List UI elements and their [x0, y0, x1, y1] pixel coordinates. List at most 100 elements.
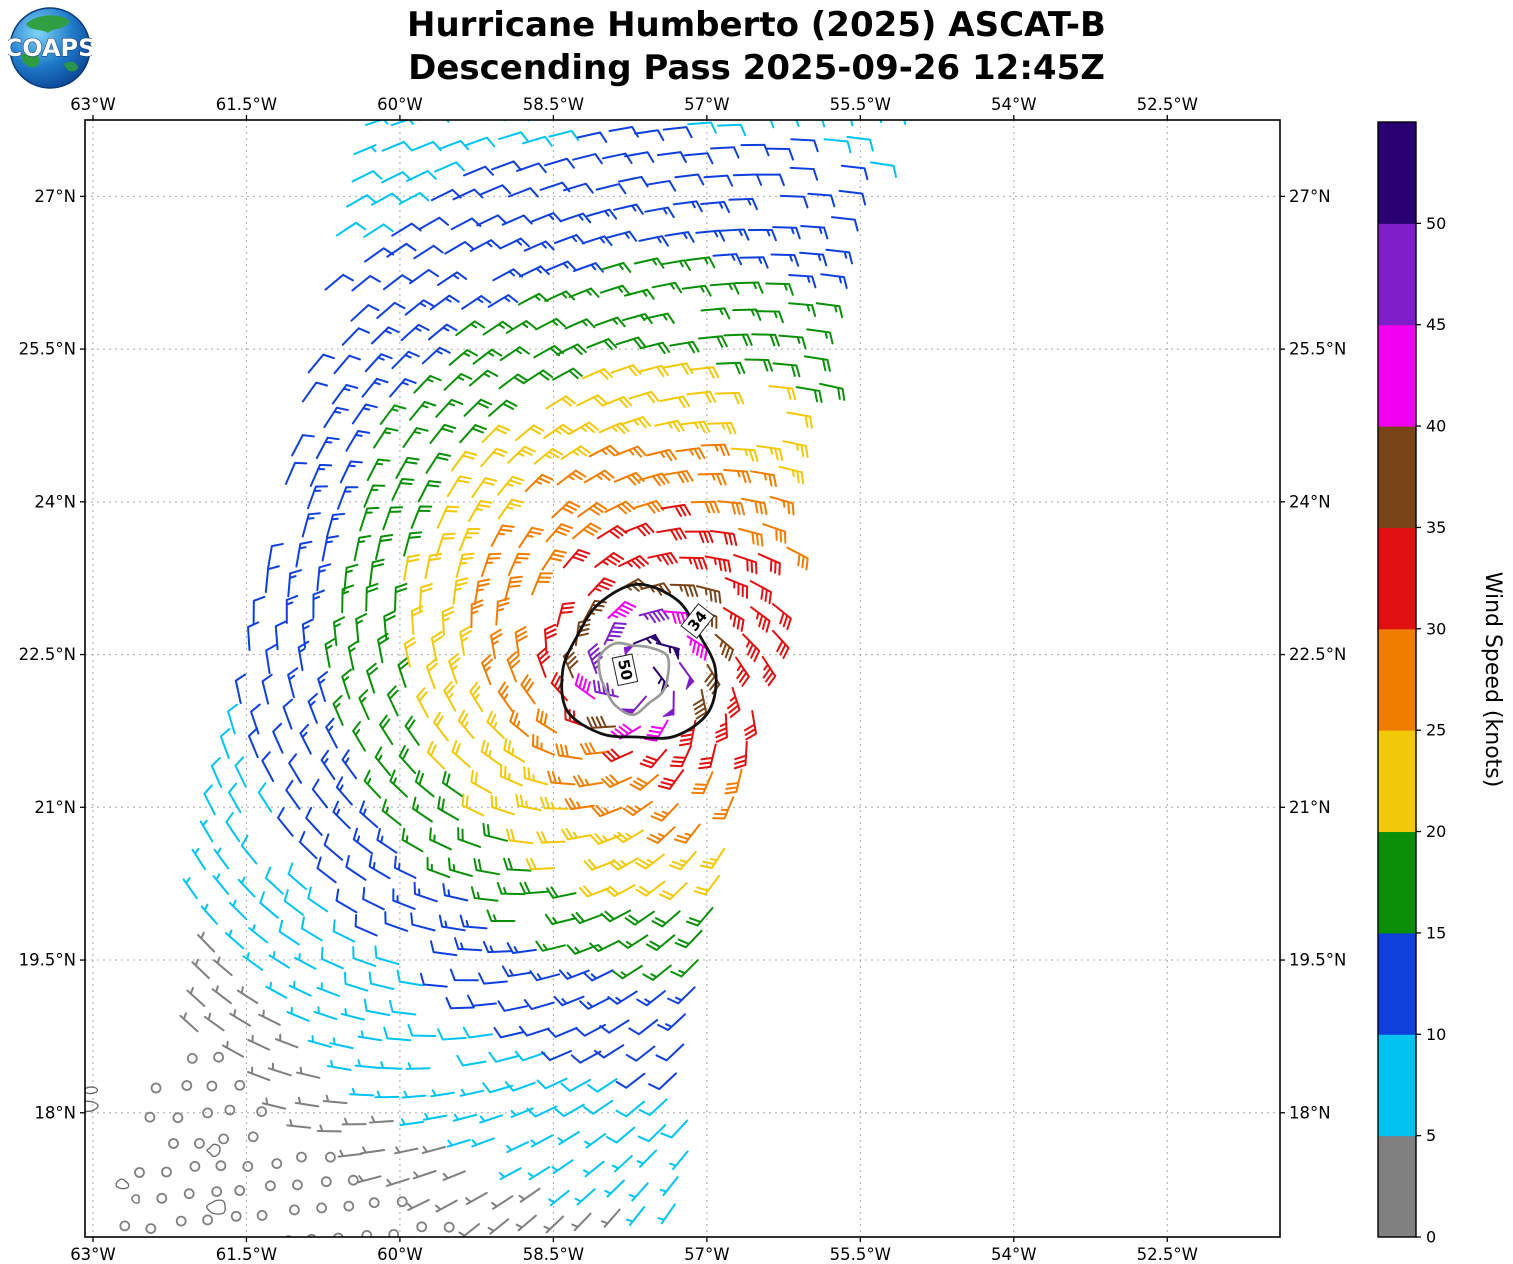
- wind-barb: [634, 129, 665, 142]
- calm-circle: [284, 1235, 293, 1237]
- wind-barb: [295, 1066, 321, 1079]
- wind-barb: [678, 662, 695, 690]
- wind-barb: [642, 964, 672, 981]
- lat-tick-label-right: 19.5°N: [1289, 951, 1346, 970]
- wind-barb: [464, 136, 496, 148]
- wind-barb: [250, 703, 261, 735]
- wind-barb: [480, 739, 502, 766]
- wind-barb: [224, 929, 245, 950]
- wind-barb: [191, 958, 210, 980]
- contour-50kt: [597, 641, 671, 717]
- wind-barb: [535, 708, 558, 734]
- axis-ticks-layer: 63°W 63°W 61.5°W 61.5°W 60°W 60°W 58.5°W 58.5°W…: [19, 95, 1347, 1264]
- wind-barb: [247, 1034, 271, 1051]
- wind-barb: [626, 1206, 646, 1227]
- wind-barb: [732, 173, 763, 186]
- wind-barb: [505, 320, 537, 334]
- wind-barb: [228, 899, 248, 921]
- wind-barb: [568, 421, 599, 435]
- wind-barb: [236, 986, 259, 1004]
- wind-barb: [237, 876, 256, 898]
- wind-barb: [613, 829, 645, 844]
- map-frame: [84, 119, 1281, 1238]
- wind-barb: [703, 174, 734, 187]
- wind-barb: [544, 157, 575, 169]
- wind-barb: [663, 469, 694, 484]
- wind-barb: [401, 1090, 427, 1099]
- wind-barb: [615, 103, 643, 117]
- colorbar-segment: [1378, 730, 1416, 833]
- island-anguilla: [85, 1086, 99, 1095]
- wind-barb: [797, 120, 826, 128]
- wind-barb: [332, 800, 351, 830]
- wind-barb: [604, 1179, 625, 1198]
- wind-barb: [524, 473, 554, 493]
- wind-barb: [492, 268, 524, 282]
- calm-circle: [343, 1200, 355, 1212]
- wind-barb: [497, 498, 524, 520]
- wind-barb: [652, 666, 669, 695]
- wind-barb: [518, 1025, 550, 1037]
- wind-barb: [707, 421, 737, 435]
- wind-barb: [182, 877, 198, 900]
- wind-barb: [531, 733, 556, 756]
- wind-barb: [227, 703, 238, 735]
- wind-barb: [377, 632, 390, 664]
- coastline-layer: [85, 1086, 226, 1215]
- wind-barb: [355, 613, 368, 643]
- wind-barb: [544, 623, 557, 654]
- wind-barb: [612, 964, 643, 980]
- wind-barb: [375, 534, 394, 560]
- wind-barb: [307, 353, 335, 374]
- wind-barb: [468, 500, 493, 522]
- wind-barb: [756, 444, 784, 462]
- wind-barb: [621, 695, 647, 716]
- calm-circle: [213, 1051, 225, 1063]
- wind-barb: [455, 552, 475, 578]
- wind-barb: [689, 366, 720, 379]
- wind-barb: [359, 506, 380, 532]
- wind-barb: [421, 346, 451, 365]
- wind-barb: [497, 681, 513, 712]
- wind-barb: [757, 553, 781, 576]
- calm-circle: [218, 1133, 230, 1145]
- wind-barb: [429, 423, 457, 444]
- wind-barb: [723, 469, 752, 484]
- wind-barb: [561, 827, 592, 841]
- wind-barb: [734, 281, 764, 294]
- wind-barb: [750, 606, 771, 633]
- wind-barb: [438, 914, 466, 932]
- wind-barb: [733, 740, 748, 770]
- wind-barb: [562, 182, 594, 194]
- wind-barb: [536, 646, 551, 678]
- wind-barb: [660, 503, 692, 518]
- calm-circle: [361, 1230, 373, 1237]
- wind-barb: [482, 822, 508, 842]
- wind-barb: [261, 1097, 287, 1110]
- wind-barb: [473, 578, 491, 606]
- wind-barb: [321, 535, 340, 562]
- wind-barb: [617, 934, 649, 949]
- wind-barb: [434, 161, 466, 173]
- wind-barb: [411, 796, 433, 823]
- wind-barb: [385, 1177, 410, 1187]
- wind-barb: [240, 834, 258, 865]
- wind-barb: [472, 348, 503, 365]
- colorbar-segment: [1378, 628, 1416, 731]
- lat-tick-label-left: 27°N: [34, 187, 76, 206]
- wind-barb: [247, 621, 260, 651]
- wind-barb: [446, 108, 475, 126]
- calm-circle: [306, 1233, 317, 1237]
- wind-barb: [435, 398, 464, 418]
- lon-tick-label-bottom: 60°W: [377, 1245, 423, 1264]
- wind-barb: [588, 106, 616, 121]
- wind-barb: [724, 768, 743, 795]
- wind-barb: [418, 582, 433, 612]
- wind-barb: [229, 1009, 251, 1027]
- wind-barb: [594, 552, 625, 568]
- wind-barb: [416, 687, 429, 718]
- wind-barb: [586, 338, 618, 351]
- wind-barb: [523, 999, 555, 1011]
- wind-barb: [669, 583, 699, 598]
- wind-barb: [525, 857, 556, 871]
